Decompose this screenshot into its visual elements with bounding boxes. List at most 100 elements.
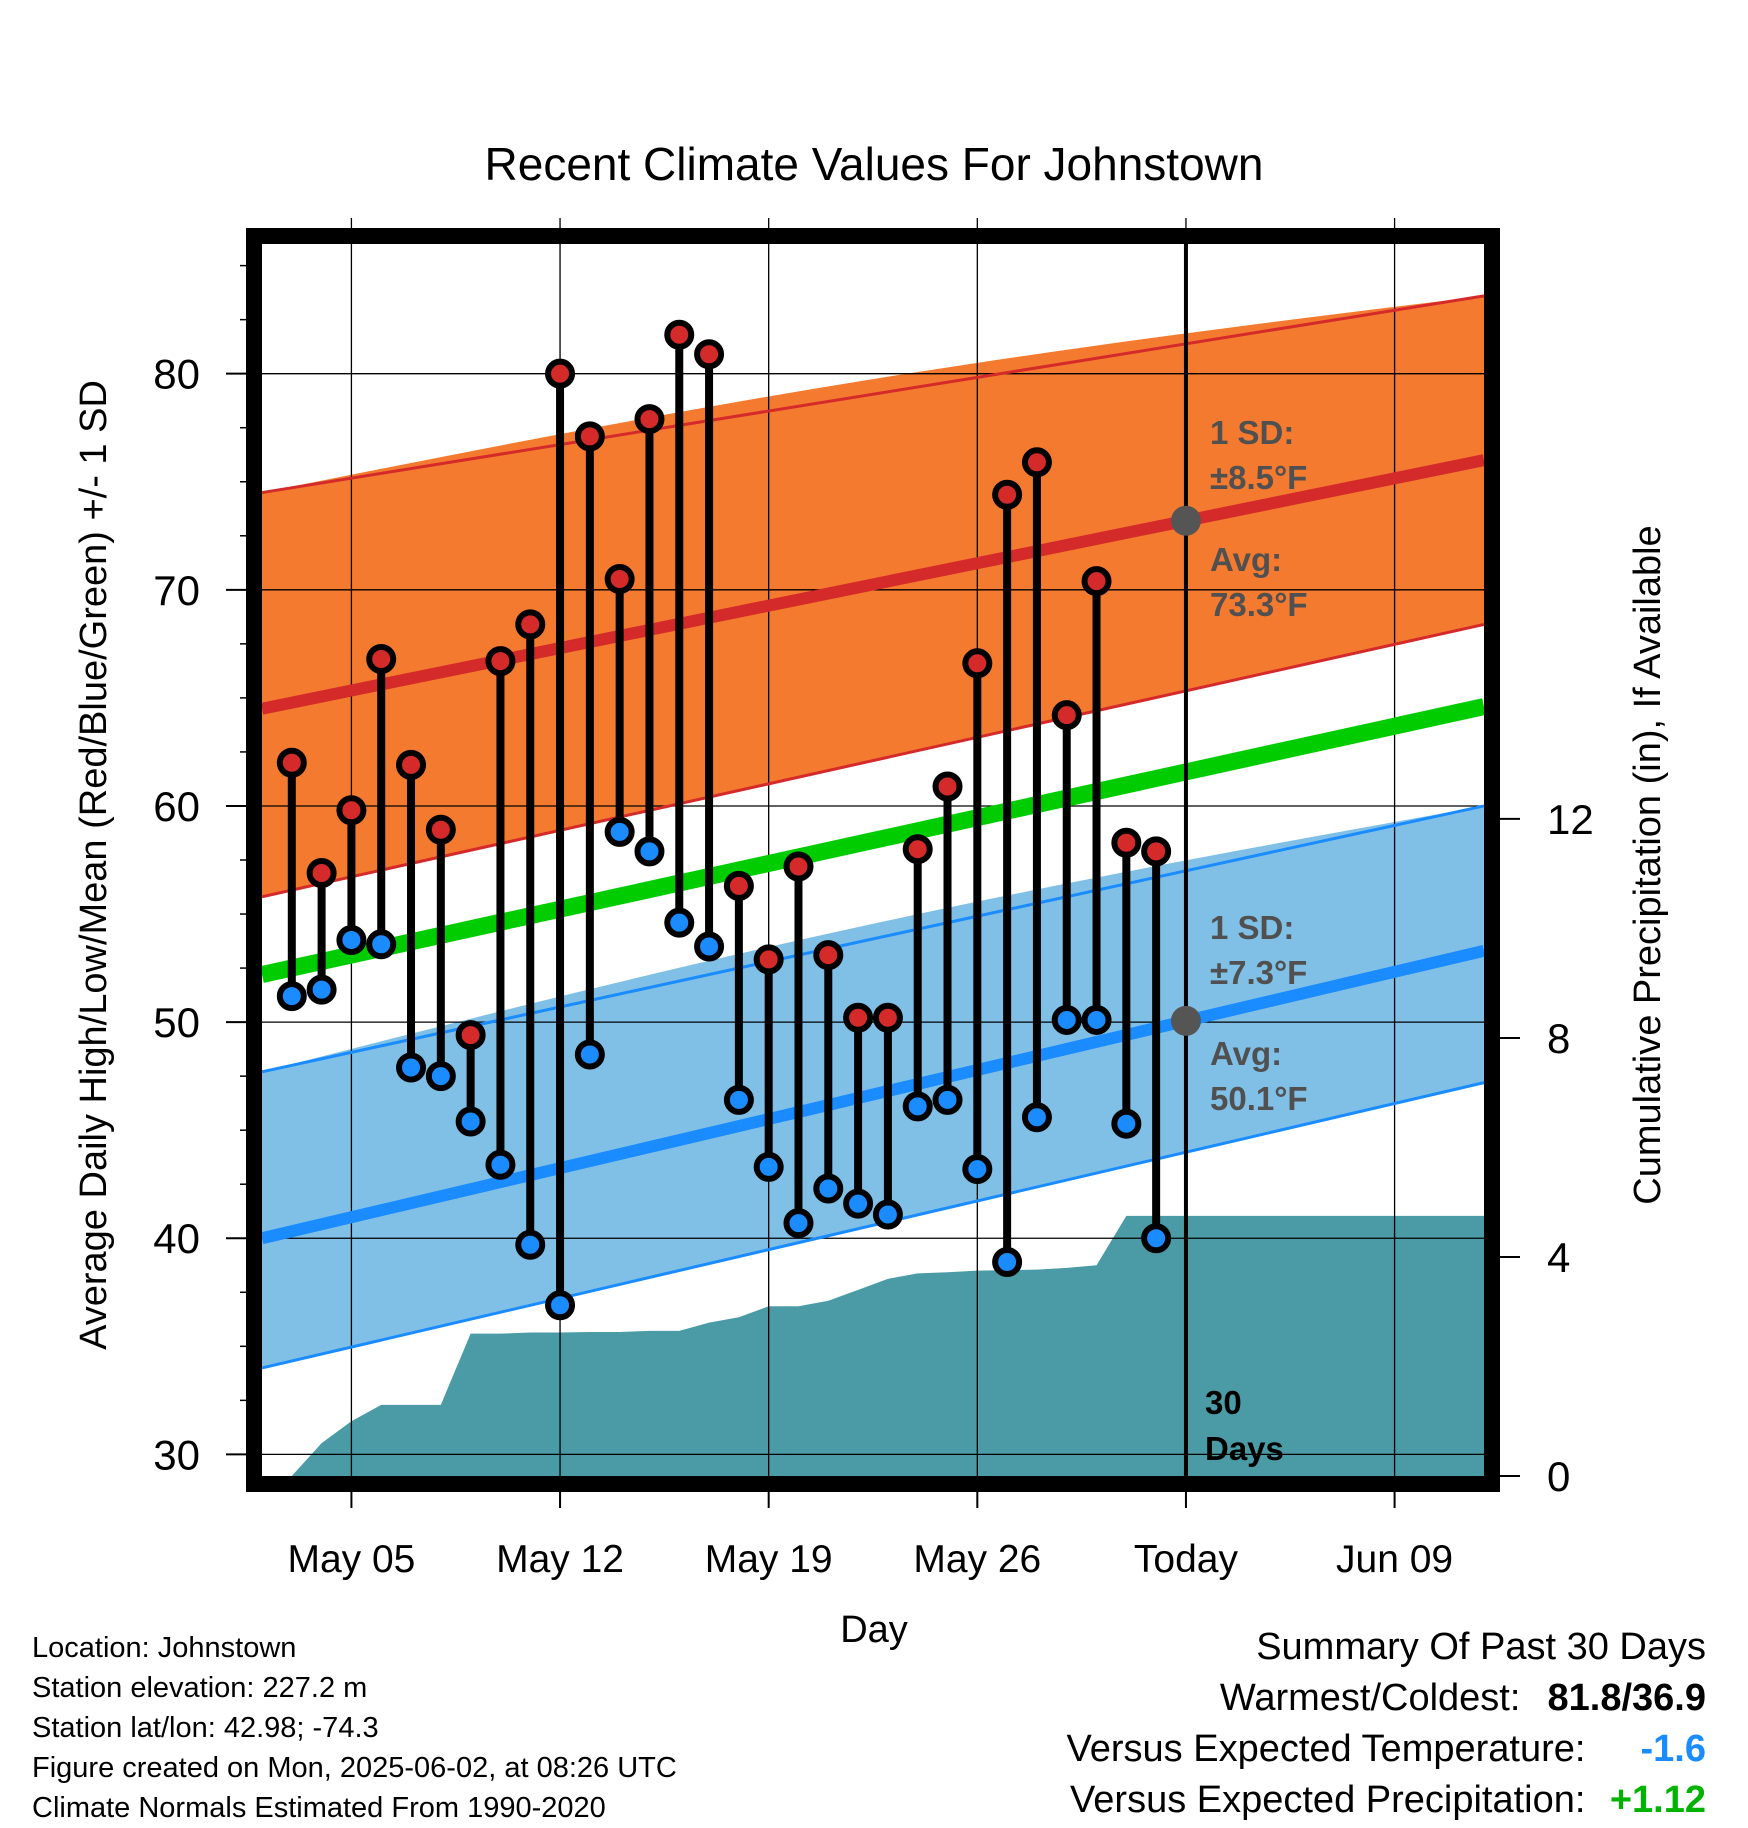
low-sd-label: 1 SD: bbox=[1210, 909, 1294, 946]
y-left-tick-label-4: 70 bbox=[153, 567, 200, 614]
daily-low-marker bbox=[962, 1154, 993, 1185]
avg-low-marker bbox=[1170, 1005, 1201, 1036]
avg-low-line bbox=[260, 944, 1486, 1245]
daily-high-marker bbox=[1141, 836, 1172, 867]
daily-high-marker bbox=[932, 771, 963, 802]
precipitation-area bbox=[262, 1215, 1484, 1476]
chart-title: Recent Climate Values For Johnstown bbox=[485, 138, 1264, 190]
daily-high-marker bbox=[813, 940, 844, 971]
daily-high-marker bbox=[515, 609, 546, 640]
annotations: 1 SD: ±8.5°F Avg: 73.3°F 1 SD: ±7.3°F Av… bbox=[1205, 414, 1308, 1467]
high-sd-lower-line bbox=[261, 622, 1485, 899]
precip-label: Versus Expected Precipitation: bbox=[1070, 1779, 1586, 1821]
low-avg-value: 50.1°F bbox=[1210, 1080, 1308, 1117]
daily-low-marker bbox=[932, 1084, 963, 1115]
daily-high-marker bbox=[455, 1020, 486, 1051]
y-left-tick-label-2: 50 bbox=[153, 999, 200, 1046]
y-axis-right-label: Cumulative Precipitation (in), If Availa… bbox=[1627, 525, 1669, 1204]
low-sd-lower-line bbox=[261, 1081, 1485, 1370]
daily-low-marker bbox=[1081, 1004, 1112, 1035]
daily-high-marker bbox=[336, 795, 367, 826]
temp-row: Versus Expected Temperature: -1.6 bbox=[1067, 1724, 1706, 1775]
daily-low-marker bbox=[1141, 1223, 1172, 1254]
daily-low-marker bbox=[664, 907, 695, 938]
x-tick-label-2: May 19 bbox=[705, 1538, 833, 1581]
avg-high-marker bbox=[1170, 505, 1201, 536]
x-tick-label-4: Today bbox=[1134, 1538, 1239, 1581]
y-left-tick-label-1: 40 bbox=[153, 1215, 200, 1262]
low-sd-band bbox=[262, 805, 1484, 1368]
daily-high-marker bbox=[276, 747, 307, 778]
daily-low-marker bbox=[366, 929, 397, 960]
daily-low-marker bbox=[723, 1084, 754, 1115]
daily-high-marker bbox=[634, 404, 665, 435]
low-avg-label: Avg: bbox=[1210, 1035, 1282, 1072]
x-axis-label: Day bbox=[840, 1609, 908, 1651]
daily-high-marker bbox=[843, 1002, 874, 1033]
daily-high-marker bbox=[902, 834, 933, 865]
plot-area bbox=[260, 244, 1486, 1476]
daily-high-marker bbox=[1111, 827, 1142, 858]
daily-low-marker bbox=[753, 1151, 784, 1182]
high-avg-label: Avg: bbox=[1210, 541, 1282, 578]
daily-low-marker bbox=[306, 974, 337, 1005]
created-text: Figure created on Mon, 2025-06-02, at 08… bbox=[32, 1752, 677, 1784]
daily-low-marker bbox=[574, 1039, 605, 1070]
high-sd-label: 1 SD: bbox=[1210, 414, 1294, 451]
daily-high-marker bbox=[1081, 566, 1112, 597]
y-right-tick-label-0: 0 bbox=[1547, 1453, 1570, 1500]
daily-high-marker bbox=[694, 339, 725, 370]
normals-text: Climate Normals Estimated From 1990-2020 bbox=[32, 1792, 606, 1824]
daily-high-marker bbox=[992, 479, 1023, 510]
daily-low-marker bbox=[992, 1247, 1023, 1278]
warm-cold-label: Warmest/Coldest: bbox=[1219, 1677, 1521, 1719]
daily-high-marker bbox=[872, 1002, 903, 1033]
daily-high-marker bbox=[1051, 700, 1082, 731]
daily-high-marker bbox=[306, 857, 337, 888]
summary-heading: Summary Of Past 30 Days bbox=[1256, 1626, 1706, 1668]
temp-label: Versus Expected Temperature: bbox=[1066, 1728, 1586, 1770]
daily-low-marker bbox=[813, 1173, 844, 1204]
location-text: Location: Johnstown bbox=[32, 1632, 297, 1664]
precip-value: +1.12 bbox=[1609, 1779, 1706, 1821]
daily-low-marker bbox=[545, 1290, 576, 1321]
y-left-tick-label-5: 80 bbox=[153, 351, 200, 398]
daily-high-marker bbox=[753, 944, 784, 975]
daily-high-marker bbox=[396, 749, 427, 780]
daily-high-marker bbox=[366, 643, 397, 674]
daily-low-marker bbox=[1051, 1004, 1082, 1035]
high-sd-value: ±8.5°F bbox=[1210, 459, 1307, 496]
daily-low-marker bbox=[843, 1188, 874, 1219]
daily-low-marker bbox=[336, 924, 367, 955]
daily-high-marker bbox=[783, 851, 814, 882]
daily-high-marker bbox=[574, 421, 605, 452]
temp-value: -1.6 bbox=[1640, 1728, 1706, 1770]
y-right-tick-label-2: 8 bbox=[1547, 1015, 1570, 1062]
daily-low-marker bbox=[872, 1199, 903, 1230]
precip-row: Versus Expected Precipitation: +1.12 bbox=[1067, 1775, 1706, 1826]
y-left-tick-label-3: 60 bbox=[153, 783, 200, 830]
days-count-label: 30 bbox=[1205, 1384, 1242, 1421]
avg-mean-line bbox=[260, 698, 1486, 983]
y-axis-left-label: Average Daily High/Low/Mean (Red/Blue/Gr… bbox=[73, 380, 115, 1350]
daily-high-marker bbox=[962, 648, 993, 679]
elevation-text: Station elevation: 227.2 m bbox=[32, 1672, 368, 1704]
latlon-text: Station lat/lon: 42.98; -74.3 bbox=[32, 1712, 379, 1744]
days-unit-label: Days bbox=[1205, 1430, 1284, 1467]
daily-low-marker bbox=[455, 1106, 486, 1137]
x-tick-label-3: May 26 bbox=[913, 1538, 1041, 1581]
daily-high-marker bbox=[485, 646, 516, 677]
daily-low-marker bbox=[1111, 1108, 1142, 1139]
high-avg-value: 73.3°F bbox=[1210, 586, 1308, 623]
x-tick-label-5: Jun 09 bbox=[1336, 1538, 1453, 1581]
daily-high-marker bbox=[545, 358, 576, 389]
daily-low-marker bbox=[783, 1208, 814, 1239]
x-tick-label-1: May 12 bbox=[496, 1538, 624, 1581]
daily-low-marker bbox=[694, 931, 725, 962]
daily-high-marker bbox=[425, 814, 456, 845]
daily-low-marker bbox=[634, 836, 665, 867]
daily-low-marker bbox=[1021, 1102, 1052, 1133]
daily-high-marker bbox=[664, 319, 695, 350]
daily-bars bbox=[276, 319, 1172, 1321]
